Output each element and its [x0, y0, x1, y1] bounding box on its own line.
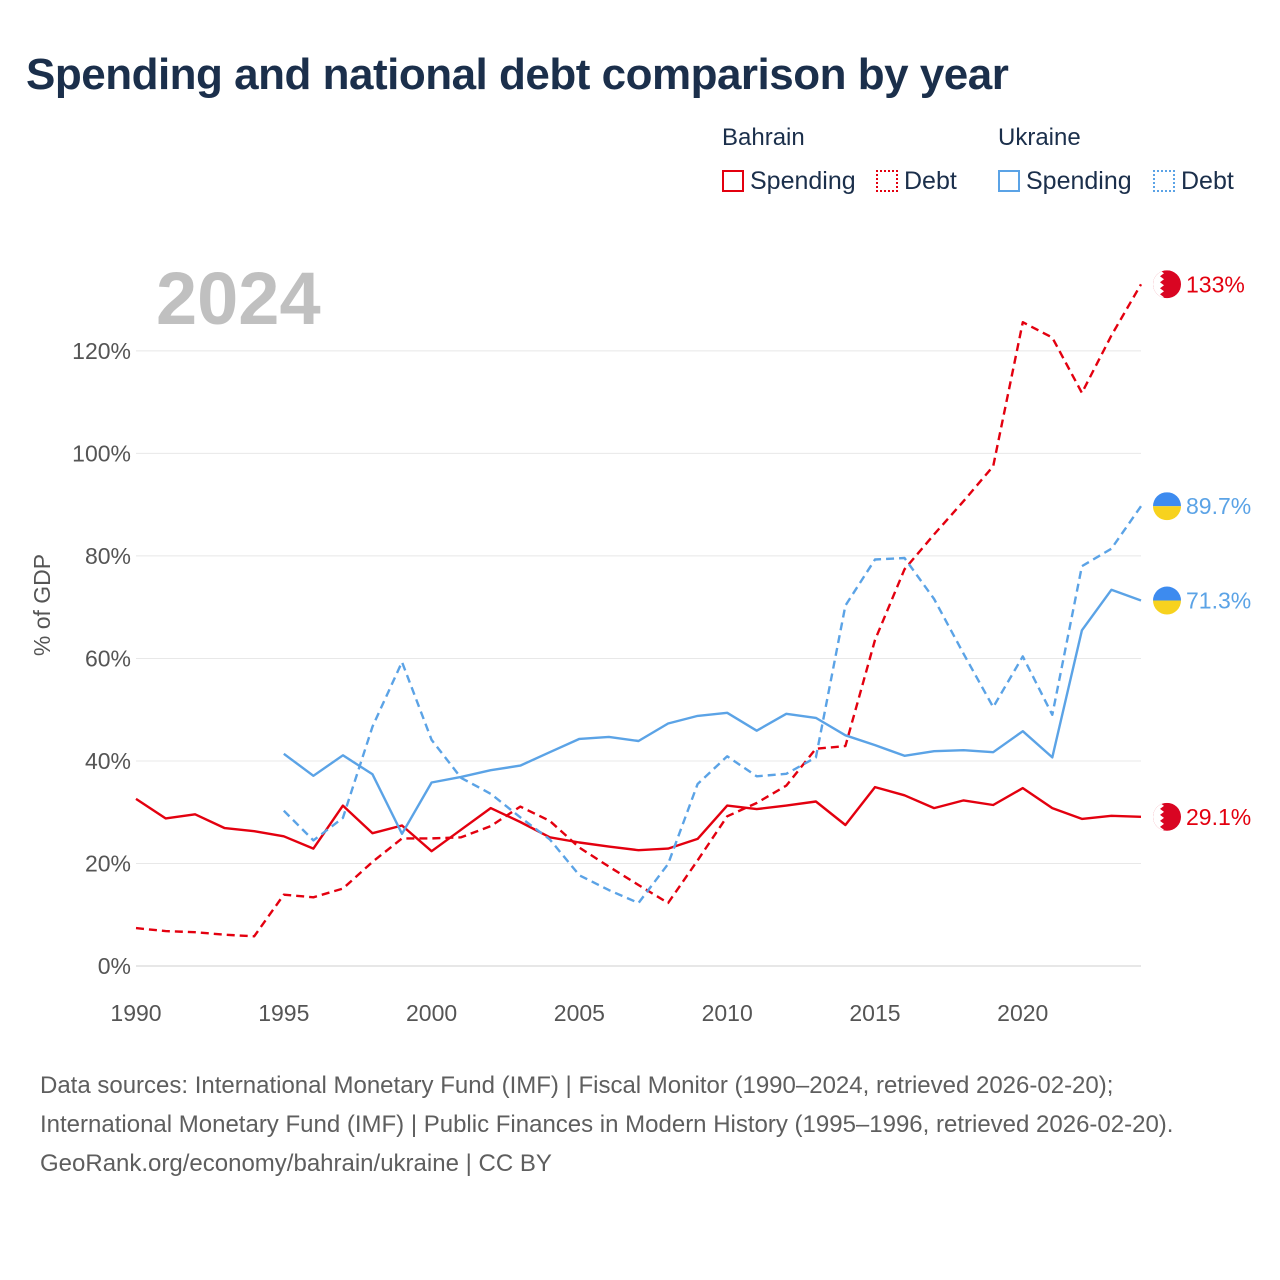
credit-link[interactable]: GeoRank.org/economy/bahrain/ukraine | CC… — [40, 1150, 552, 1177]
footer: Data sources: International Monetary Fun… — [40, 1066, 1240, 1183]
x-tick-label: 1990 — [110, 1000, 161, 1026]
legend-swatch-dotted-blue — [1153, 170, 1175, 192]
x-tick-label: 2010 — [702, 1000, 753, 1026]
series-lines — [135, 283, 1143, 938]
y-tick-label: 100% — [72, 440, 131, 466]
legend-bahrain-spending[interactable]: Spending — [722, 166, 856, 196]
y-tick-label: 80% — [85, 543, 131, 569]
legend-bahrain-debt[interactable]: Debt — [876, 166, 957, 196]
series-end-labels: 29.1% 133% 71.3% 89.7% — [1153, 270, 1251, 831]
bahrain-flag-icon — [1153, 802, 1181, 831]
legend-swatch-solid-blue — [998, 170, 1020, 192]
legend-swatch-dotted-red — [876, 170, 898, 192]
ukraine-flag-icon — [1153, 586, 1181, 615]
x-tick-label: 2015 — [849, 1000, 900, 1026]
legend-group-bahrain: Bahrain — [722, 124, 805, 151]
x-tick-label: 1995 — [258, 1000, 309, 1026]
end-value-label: 89.7% — [1186, 493, 1251, 519]
series-line-bahrain-debt — [135, 283, 1143, 938]
y-axis-label: % of GDP — [29, 554, 55, 656]
y-tick-label: 120% — [72, 338, 131, 364]
end-value-label: 133% — [1186, 271, 1245, 297]
y-axis-ticks: 0% 20% 40% 60% 80% 100% 120% — [72, 338, 131, 979]
legend-label: Debt — [904, 166, 957, 195]
legend-swatch-solid-red — [722, 170, 744, 192]
data-sources: Data sources: International Monetary Fun… — [40, 1072, 1174, 1138]
x-axis-ticks: 1990 1995 2000 2005 2010 2015 2020 — [110, 1000, 1048, 1026]
year-watermark: 2024 — [156, 257, 321, 340]
x-tick-label: 2020 — [997, 1000, 1048, 1026]
legend-ukraine-debt[interactable]: Debt — [1153, 166, 1234, 196]
y-tick-label: 60% — [85, 645, 131, 671]
series-line-ukraine-spending — [283, 588, 1142, 835]
line-chart: 2024 0% 20% 40% 60% 80% 100% 120% 1990 1995 2000… — [29, 257, 1251, 1026]
legend-ukraine-spending[interactable]: Spending — [998, 166, 1132, 196]
y-tick-label: 0% — [98, 953, 131, 979]
end-value-label: 29.1% — [1186, 804, 1251, 830]
legend-label: Spending — [750, 166, 856, 195]
legend-group-ukraine: Ukraine — [998, 124, 1081, 151]
y-tick-label: 20% — [85, 850, 131, 876]
end-value-label: 71.3% — [1186, 588, 1251, 614]
grid-lines — [136, 350, 1141, 967]
legend-label: Debt — [1181, 166, 1234, 195]
series-line-ukraine-debt — [282, 505, 1142, 905]
legend-label: Spending — [1026, 166, 1132, 195]
page-title: Spending and national debt comparison by… — [26, 50, 1009, 99]
series-line-bahrain-spending — [135, 785, 1142, 853]
x-tick-label: 2005 — [554, 1000, 605, 1026]
bahrain-flag-icon — [1153, 270, 1181, 299]
ukraine-flag-icon — [1153, 492, 1181, 521]
y-tick-label: 40% — [85, 748, 131, 774]
x-tick-label: 2000 — [406, 1000, 457, 1026]
